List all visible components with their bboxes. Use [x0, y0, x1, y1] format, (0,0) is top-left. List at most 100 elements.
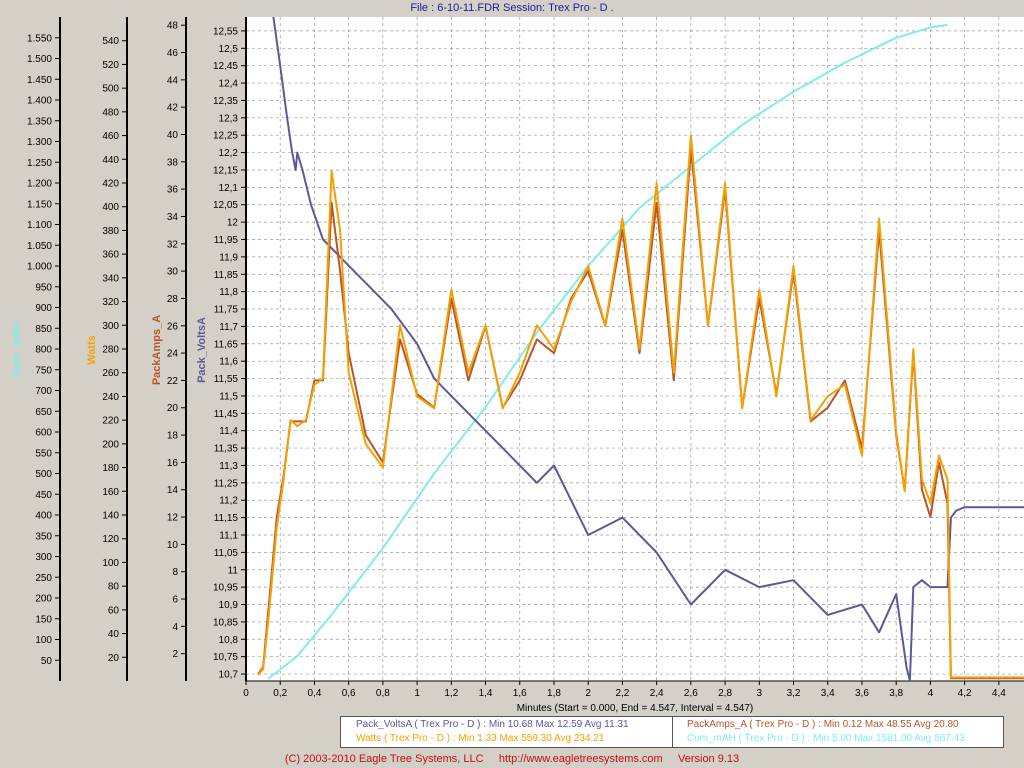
y-tick-label: 10,95	[213, 583, 238, 594]
y-tick-label: 440	[102, 155, 119, 166]
x-tick-label: 2,4	[650, 688, 664, 699]
y-tick-label: 150	[35, 614, 52, 625]
x-tick-label: 0,4	[307, 688, 321, 699]
y-tick-label: 12	[227, 218, 239, 229]
y-tick-label: 1.550	[27, 33, 52, 44]
series-lines	[257, 16, 1024, 682]
y-tick-label: 16	[167, 458, 179, 469]
y-tick-label: 11,15	[214, 513, 239, 524]
x-tick-label: 3	[757, 688, 763, 699]
y-tick-label: 750	[35, 365, 52, 376]
y-tick-label: 520	[102, 60, 119, 71]
y-tick-label: 900	[35, 303, 52, 314]
y-tick-label: 12,5	[219, 44, 239, 55]
y-tick-label: 10,8	[219, 635, 239, 646]
y-tick-label: 600	[35, 428, 52, 439]
y-tick-label: 11,55	[214, 374, 239, 385]
x-tick-label: 2,6	[684, 688, 698, 699]
x-axis-label: Minutes (Start = 0.000, End = 4.547, Int…	[516, 703, 754, 714]
series-line-Cum_mAH	[267, 23, 948, 680]
y-axis-title-3: Pack_VoltsA	[196, 317, 208, 383]
y-tick-label: 18	[167, 431, 179, 442]
y-tick-label: 12,4	[219, 79, 239, 90]
y-tick-label: 120	[102, 534, 119, 545]
y-tick-label: 14	[167, 485, 179, 496]
y-tick-label: 12,05	[213, 200, 238, 211]
y-tick-label: 12,15	[213, 165, 238, 176]
y-tick-label: 500	[102, 84, 119, 95]
y-tick-label: 24	[167, 349, 179, 360]
legend-mah: Cum_mAH ( Trex Pro - D ) : Min 5.00 Max …	[687, 733, 965, 744]
y-tick-label: 280	[102, 345, 119, 356]
y-tick-label: 12,35	[213, 96, 238, 107]
y-tick-label: 80	[108, 582, 120, 593]
series-line-Watts	[257, 134, 1024, 679]
y-tick-label: 540	[102, 36, 119, 47]
y-tick-label: 30	[167, 267, 179, 278]
y-tick-label: 10,85	[213, 617, 238, 628]
footer-version: Version 9.13	[677, 753, 740, 765]
y-tick-label: 11,4	[219, 426, 238, 437]
y-axis-title-0: Cum_mAH	[11, 322, 23, 378]
y-tick-label: 40	[167, 130, 179, 141]
x-tick-label: 3,4	[821, 688, 835, 699]
y-tick-label: 100	[102, 558, 119, 569]
y-tick-label: 360	[102, 250, 119, 261]
y-tick-label: 650	[35, 407, 52, 418]
x-tick-label: 3,6	[855, 688, 869, 699]
y-tick-label: 32	[167, 239, 179, 250]
x-tick-label: 4,2	[958, 688, 972, 699]
x-tick-label: 0,8	[376, 688, 390, 699]
y-tick-label: 36	[167, 185, 179, 196]
legend-volts: Pack_VoltsA ( Trex Pro - D ) : Min 10.68…	[356, 719, 629, 730]
y-tick-label: 11,75	[214, 305, 239, 316]
y-tick-label: 40	[108, 629, 120, 640]
series-line-Pack_VoltsA	[272, 16, 1024, 682]
x-tick-label: 0,2	[273, 688, 287, 699]
legend-divider	[672, 717, 673, 747]
plot-area	[246, 17, 1024, 681]
y-tick-label: 12	[167, 513, 179, 524]
x-tick-label: 1,6	[513, 688, 527, 699]
y-tick-label: 26	[167, 321, 179, 332]
y-tick-label: 34	[167, 212, 179, 223]
y-tick-label: 300	[35, 552, 52, 563]
y-tick-label: 1.450	[27, 75, 52, 86]
y-tick-label: 11,85	[214, 270, 239, 281]
y-tick-label: 11,7	[219, 322, 238, 333]
y-tick-label: 450	[35, 490, 52, 501]
y-tick-label: 160	[102, 487, 119, 498]
y-tick-label: 1.350	[27, 116, 52, 127]
y-tick-label: 480	[102, 107, 119, 118]
x-axis: 0 0,2 0,4 0,6 0,8 1 1,2 1,4 1,6 1,8 2 2,2 2,4 2,6 2,8 3…	[243, 680, 1024, 699]
y-tick-label: 240	[102, 392, 119, 403]
y-tick-label: 22	[167, 376, 179, 387]
y-tick-label: 28	[167, 294, 179, 305]
y-tick-label: 11,6	[219, 357, 238, 368]
x-tick-label: 1	[414, 688, 420, 699]
chart-header-title: File : 6-10-11.FDR Session: Trex Pro - D…	[410, 2, 614, 14]
y-tick-label: 180	[102, 463, 119, 474]
y-tick-label: 46	[167, 48, 179, 59]
x-tick-label: 1,2	[444, 688, 458, 699]
y-tick-label: 50	[41, 656, 53, 667]
y-tick-label: 10,9	[219, 600, 239, 611]
x-tick-label: 1,8	[547, 688, 561, 699]
y-tick-label: 1.400	[27, 96, 52, 107]
y-tick-label: 320	[102, 297, 119, 308]
y-tick-label: 10,7	[219, 670, 239, 681]
footer-url[interactable]: http://www.eagletreesystems.com	[498, 753, 663, 765]
y-tick-label: 140	[102, 511, 119, 522]
y-tick-label: 38	[167, 157, 179, 168]
y-tick-label: 800	[35, 345, 52, 356]
y-tick-label: 420	[102, 179, 119, 190]
x-tick-label: 4	[928, 688, 934, 699]
y-tick-label: 460	[102, 131, 119, 142]
x-tick-label: 2	[585, 688, 591, 699]
legend-amps: PackAmps_A ( Trex Pro - D ) : Min 0.12 M…	[687, 719, 959, 730]
y-tick-label: 400	[102, 202, 119, 213]
y-tick-label: 12,25	[213, 131, 238, 142]
y-tick-label: 10,75	[213, 652, 238, 663]
y-tick-label: 11	[228, 565, 239, 576]
y-tick-label: 11,95	[214, 235, 239, 246]
